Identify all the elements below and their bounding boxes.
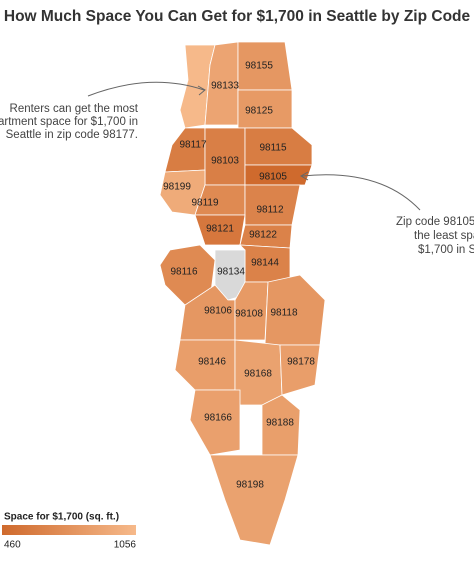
- zip-label: 98198: [236, 480, 264, 491]
- zip-region: [264, 274, 326, 346]
- annotation: Seattle in zip code 98177.: [6, 129, 138, 141]
- zip-label: 98106: [204, 306, 232, 317]
- arrowhead: [299, 171, 309, 181]
- zip-label: 98117: [179, 140, 207, 151]
- zip-label: 98122: [249, 230, 277, 241]
- legend-title: Space for $1,700 (sq. ft.): [4, 512, 119, 523]
- annotation-arrow: [301, 174, 421, 211]
- annotation: Renters can get the most: [10, 103, 139, 115]
- zip-region: [261, 394, 301, 456]
- zip-label: 98134: [217, 267, 245, 278]
- zip-label: 98188: [266, 418, 294, 429]
- zip-label: 98103: [211, 156, 239, 167]
- annotation: $1,700 in S: [418, 244, 474, 256]
- zip-label: 98105: [259, 172, 287, 183]
- zip-region: [204, 41, 239, 126]
- title: How Much Space You Can Get for $1,700 in…: [4, 8, 471, 25]
- zip-region: [209, 454, 299, 546]
- zip-label: 98133: [211, 81, 239, 92]
- zip-label: 98155: [245, 61, 273, 72]
- legend-gradient: [2, 525, 136, 535]
- regions: 98133 98155 98125 98117 98103 98115 98105 98199…: [159, 41, 326, 546]
- zip-region: [244, 127, 313, 166]
- annotation: Zip code 98105: [396, 216, 474, 228]
- annotation: artment space for $1,700 in: [0, 116, 138, 128]
- zip-region: [244, 164, 313, 186]
- zip-label: 98118: [270, 308, 298, 319]
- legend-max: 1056: [114, 540, 137, 551]
- zip-label: 98199: [163, 182, 191, 193]
- zip-label: 98168: [244, 369, 272, 380]
- zip-region: [279, 344, 321, 396]
- arrowhead: [197, 85, 206, 96]
- zip-label: 98178: [287, 357, 315, 368]
- zip-label: 98116: [170, 267, 198, 278]
- legend-min: 460: [4, 540, 21, 551]
- zip-label: 98112: [256, 205, 284, 216]
- zip-label: 98166: [204, 413, 232, 424]
- zip-label: 98125: [245, 106, 273, 117]
- zip-label: 98121: [206, 224, 234, 235]
- zip-label: 98146: [198, 357, 226, 368]
- zip-label: 98144: [251, 258, 279, 269]
- zip-label: 98115: [259, 143, 287, 154]
- annotation: the least spa: [414, 230, 474, 242]
- zip-label: 98119: [191, 198, 219, 209]
- zip-region: [189, 389, 241, 456]
- zip-label: 98108: [235, 309, 263, 320]
- annotation-arrow: [87, 81, 205, 97]
